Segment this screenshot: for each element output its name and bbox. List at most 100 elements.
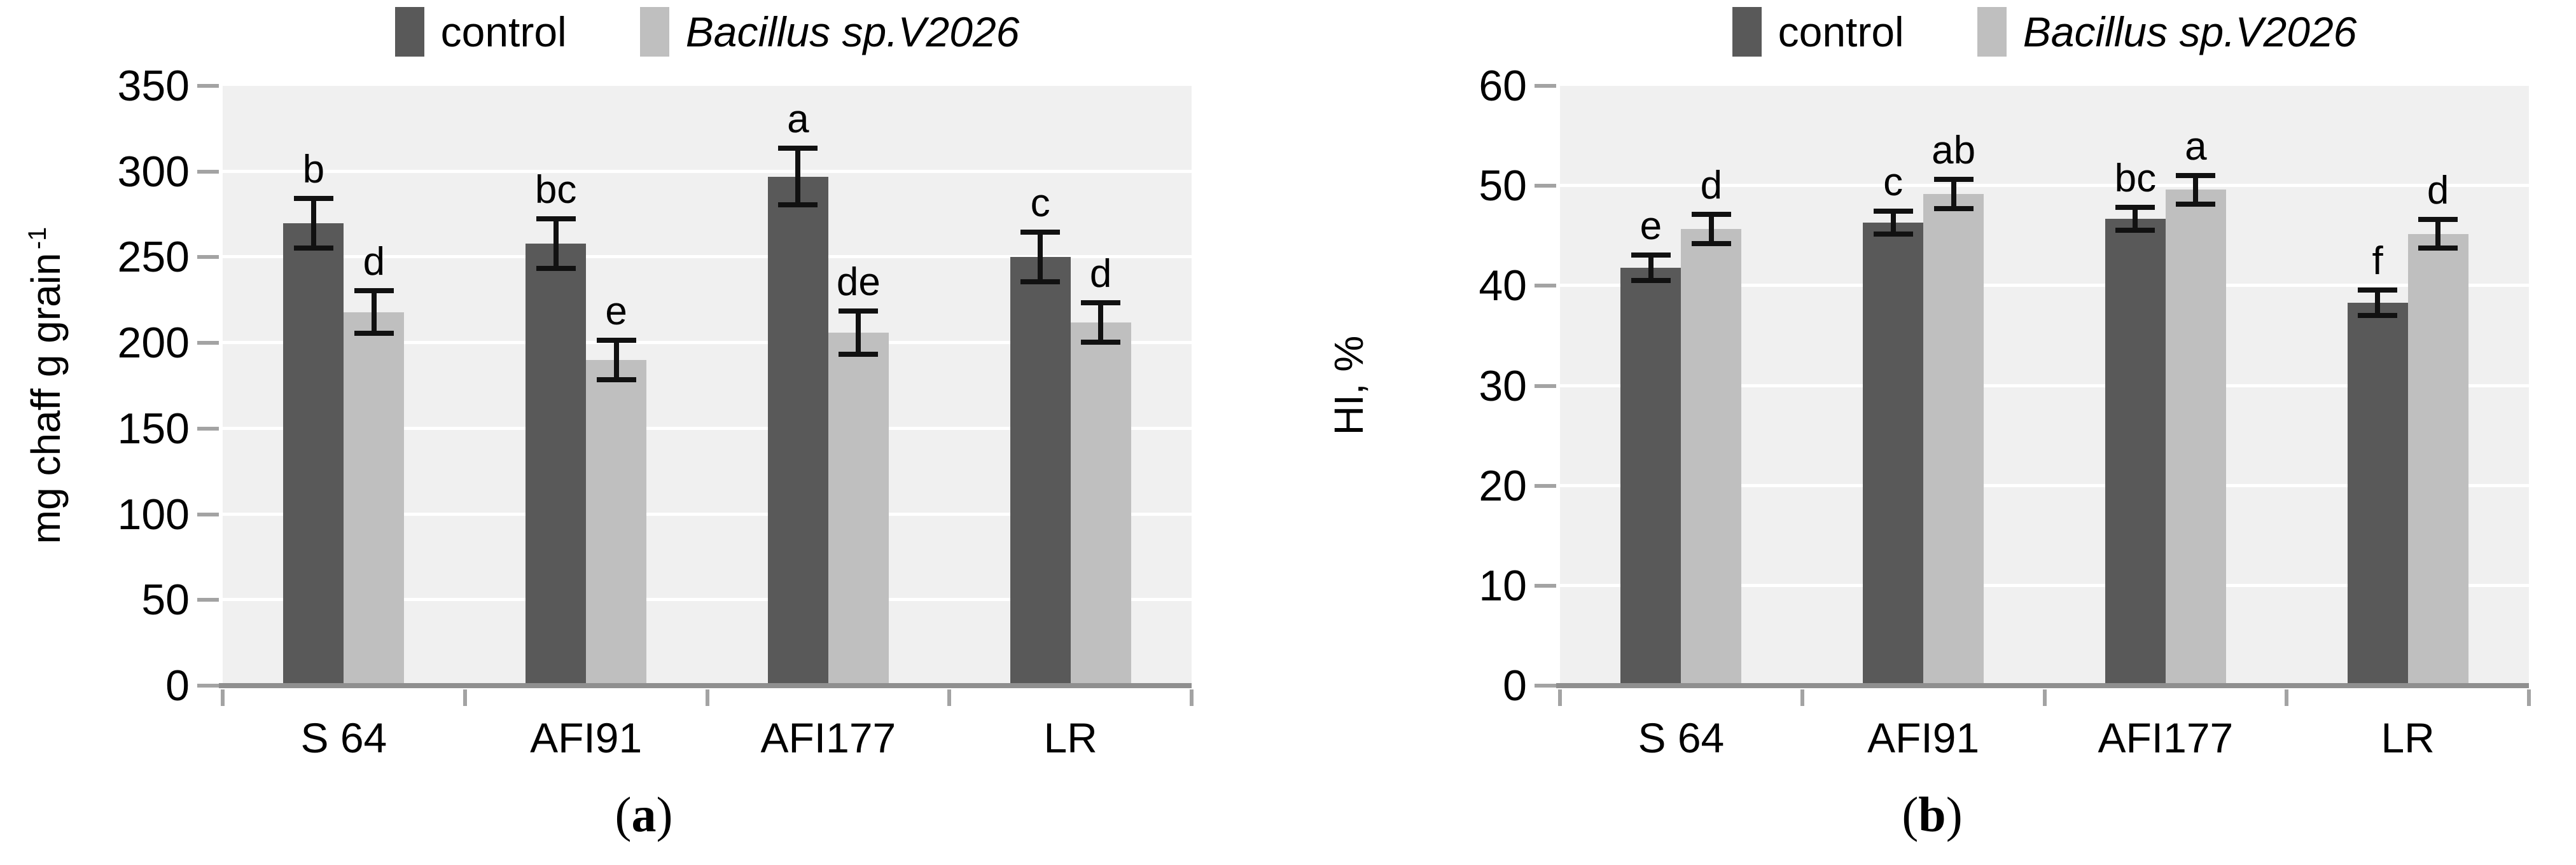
bar-treatment-s64 xyxy=(1681,228,1742,686)
legend-item-control: control xyxy=(394,7,567,57)
error-bar-cap-bottom xyxy=(1873,232,1913,237)
y-tick-mark xyxy=(1535,583,1556,588)
gridline xyxy=(223,169,1192,173)
error-bar-cap-top xyxy=(354,288,394,294)
y-tick-mark xyxy=(1535,684,1556,688)
error-bar-cap-bottom xyxy=(293,245,333,251)
significance-letter: a xyxy=(787,97,809,142)
bar-control-s64 xyxy=(1620,268,1681,686)
significance-letter: bc xyxy=(534,167,577,212)
y-tick-mark xyxy=(197,255,219,260)
error-bar-cap-bottom xyxy=(1081,339,1121,345)
significance-letter: bc xyxy=(2114,156,2157,200)
gridline xyxy=(1560,483,2529,487)
gridline xyxy=(223,341,1192,345)
y-tick-mark xyxy=(197,598,219,602)
error-bar-line xyxy=(1038,235,1043,280)
error-bar-line xyxy=(1648,258,1654,278)
y-axis-tick-labels: 0 10 20 30 40 50 60 xyxy=(1288,62,1527,710)
x-category-label: AFI91 xyxy=(530,714,643,761)
legend-swatch-treatment xyxy=(1977,7,2007,57)
y-tick-label: 300 xyxy=(117,147,190,196)
caption-close-paren: ) xyxy=(1946,787,1963,842)
y-tick-mark xyxy=(1535,284,1556,288)
y-tick-mark xyxy=(1535,483,1556,488)
bar-control-lr xyxy=(2347,303,2408,686)
y-axis-tick-labels: 0 50 100 150 200 250 300 350 xyxy=(0,62,190,710)
x-axis-labels: S 64 AFI91 AFI177 LR xyxy=(223,711,1192,768)
x-tick-mark xyxy=(221,689,225,706)
bar-treatment-afi177 xyxy=(2165,190,2226,686)
error-bar-line xyxy=(310,200,316,246)
caption-close-paren: ) xyxy=(656,787,673,842)
caption-letter: a xyxy=(631,787,657,842)
error-bar-cap-bottom xyxy=(2115,228,2155,233)
significance-letter: d xyxy=(1089,251,1112,296)
x-axis-line xyxy=(1556,683,2529,688)
bar-treatment-lr xyxy=(1070,322,1131,686)
x-category-label: AFI91 xyxy=(1867,714,1980,761)
y-tick-label: 0 xyxy=(1503,661,1527,710)
bar-treatment-lr xyxy=(2407,233,2468,686)
error-bar-cap-bottom xyxy=(778,202,818,208)
error-bar-cap-top xyxy=(839,308,879,314)
error-bar-line xyxy=(1098,305,1104,340)
error-bar-cap-top xyxy=(2176,172,2216,178)
y-tick-label: 100 xyxy=(117,490,190,539)
error-bar-cap-bottom xyxy=(596,377,636,383)
error-bar-cap-bottom xyxy=(839,351,879,357)
y-tick-label: 30 xyxy=(1479,361,1527,410)
x-tick-mark xyxy=(2285,689,2289,706)
x-tick-mark xyxy=(2527,689,2531,706)
y-tick-label: 50 xyxy=(141,576,190,625)
plot-area: b d bc e a de c d xyxy=(197,84,1194,706)
panel-caption: (a) xyxy=(0,787,1288,842)
error-bar-cap-top xyxy=(1691,211,1731,217)
gridline xyxy=(223,598,1192,602)
caption-open-paren: ( xyxy=(615,787,632,842)
error-bar-cap-bottom xyxy=(1020,279,1061,285)
y-tick-label: 250 xyxy=(117,233,190,282)
y-tick-label: 60 xyxy=(1479,62,1527,110)
error-bar-cap-bottom xyxy=(2418,246,2458,251)
y-tick-label: 20 xyxy=(1479,461,1527,510)
legend: control Bacillus sp.V2026 xyxy=(223,4,1192,60)
gridline xyxy=(1560,284,2529,287)
panel-a: control Bacillus sp.V2026 mg chaff g gra… xyxy=(0,4,1288,842)
significance-letter: f xyxy=(2372,239,2383,284)
x-category-label: S 64 xyxy=(1638,714,1725,761)
error-bar-cap-bottom xyxy=(354,331,394,336)
error-bar-line xyxy=(1951,181,1956,206)
panel-b: control Bacillus sp.V2026 HI, % 0 10 20 30 4… xyxy=(1288,0,2576,865)
bar-control-afi91 xyxy=(1863,223,1924,686)
error-bar-cap-top xyxy=(293,195,333,201)
error-bar-line xyxy=(613,343,619,378)
error-bar-line xyxy=(553,221,559,266)
gridline xyxy=(223,512,1192,516)
error-bar-cap-bottom xyxy=(1631,277,1671,283)
error-bar-cap-top xyxy=(1081,300,1121,305)
error-bar-cap-top xyxy=(2358,287,2398,293)
significance-letter: de xyxy=(836,260,881,305)
gridline xyxy=(223,255,1192,259)
significance-letter: d xyxy=(1700,163,1723,207)
significance-letter: d xyxy=(2426,168,2449,212)
gridline xyxy=(1560,583,2529,587)
y-tick-mark xyxy=(197,426,219,431)
error-bar-cap-top xyxy=(596,338,636,343)
gridline xyxy=(223,426,1192,430)
x-category-label: LR xyxy=(2381,714,2435,761)
x-axis-labels: S 64 AFI91 AFI177 LR xyxy=(1560,711,2529,768)
y-tick-mark xyxy=(1535,84,1556,88)
legend-item-treatment: Bacillus sp.V2026 xyxy=(1977,7,2357,57)
legend-swatch-control xyxy=(394,7,424,57)
legend-label-treatment: Bacillus sp.V2026 xyxy=(685,8,1020,55)
significance-letter: c xyxy=(1883,160,1904,205)
error-bar-line xyxy=(2375,293,2381,313)
y-tick-mark xyxy=(197,169,219,174)
x-category-label: S 64 xyxy=(300,714,387,761)
significance-letter: c xyxy=(1030,181,1050,226)
caption-open-paren: ( xyxy=(1902,787,1919,842)
bar-treatment-afi177 xyxy=(828,332,889,686)
error-bar-cap-top xyxy=(778,146,818,151)
